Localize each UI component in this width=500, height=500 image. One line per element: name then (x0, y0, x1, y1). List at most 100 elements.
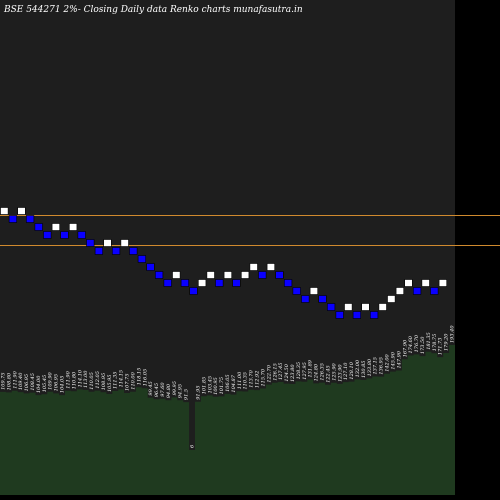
brick-up (387, 295, 396, 303)
volume-label: 123.80 (290, 364, 296, 382)
brick-down (318, 295, 327, 303)
volume-label: 101.85 (201, 377, 207, 395)
brick-down (60, 231, 69, 239)
brick-down (112, 247, 121, 255)
brick-up (241, 271, 250, 279)
brick-down (189, 287, 198, 295)
volume-label: 109.75 (1, 372, 7, 390)
volume-labels: 109.75 108.80 111.90 109.40 106.95 108.45 104.… (1, 325, 456, 448)
brick-up (17, 207, 26, 215)
volume-label: 124.50 (284, 363, 290, 381)
brick-down (275, 271, 284, 279)
volume-label: 112.05 (95, 371, 101, 389)
volume-label: 136.95 (379, 357, 385, 375)
volume-label: 109.90 (48, 371, 54, 389)
volume-label: 94.80 (166, 383, 172, 398)
volume-label: 110.00 (131, 371, 137, 389)
volume-area (0, 345, 455, 495)
volume-label: 110.35 (243, 372, 249, 390)
volume-label: 128.10 (349, 361, 355, 379)
volume-label: 104.00 (36, 375, 42, 393)
volume-label: 108.95 (101, 373, 107, 391)
brick-up (404, 279, 413, 287)
volume-label: 104.87 (231, 374, 237, 392)
volume-label: 104.05 (60, 376, 66, 394)
chart-title: BSE 544271 2%- Closing Daily data Renko … (3, 5, 303, 15)
brick-up (395, 287, 405, 295)
volume-label: 105.45 (42, 375, 48, 393)
brick-up (266, 263, 276, 271)
brick-down (155, 271, 164, 279)
brick-down (25, 215, 35, 223)
volume-label: 111.00 (237, 371, 243, 389)
brick-up (103, 239, 112, 247)
brick-down (94, 247, 103, 255)
brick-down (232, 279, 241, 287)
volume-label: 91.5 (184, 389, 190, 400)
volume-label: 101.75 (219, 377, 225, 395)
volume-label: 100.95 (213, 377, 219, 395)
volume-label: 110.05 (89, 372, 95, 390)
brick-down (137, 255, 147, 263)
volume-label: 178.75 (432, 334, 438, 352)
volume-label: 106.05 (225, 374, 231, 392)
brick-down (301, 295, 310, 303)
volume-label: 127.95 (302, 362, 308, 380)
volume-label: 127.45 (278, 363, 284, 381)
brick-down (146, 263, 155, 271)
brick-down (34, 223, 43, 231)
volume-shape (0, 345, 455, 495)
volume-label: 131.89 (308, 359, 314, 377)
volume-label: 147.90 (396, 350, 402, 368)
volume-label: 126.15 (272, 363, 278, 381)
volume-label: 123.90 (337, 364, 343, 382)
volume-label: 174.60 (408, 335, 414, 353)
brick-up (120, 239, 129, 247)
volume-label: 108.80 (6, 372, 12, 390)
brick-up (51, 223, 60, 231)
volume-label: 179.20 (444, 333, 450, 351)
brick-down (369, 311, 379, 319)
brick-up (0, 207, 9, 215)
volume-label: 112.92 (255, 371, 261, 389)
volume-label: 110.80 (71, 371, 77, 389)
volume-label: 127.10 (343, 362, 349, 380)
brick-up (421, 279, 430, 287)
volume-label: 115.70 (261, 368, 267, 386)
volume-label: 128.35 (296, 362, 302, 380)
brick-up (309, 287, 319, 295)
volume-label: 171.73 (438, 338, 444, 356)
brick-down (283, 279, 293, 287)
volume-label: 132.00 (355, 359, 361, 377)
brick-up (361, 303, 370, 311)
volume-label: 106.95 (24, 374, 30, 392)
brick-up (206, 271, 215, 279)
brick-down (335, 311, 344, 319)
brick-up (69, 223, 78, 231)
brick-down (129, 247, 138, 255)
volume-label: 142.00 (385, 353, 391, 371)
volume-label: 107.75 (125, 374, 131, 392)
brick-down (258, 271, 267, 279)
volume-label: 124.80 (314, 363, 320, 381)
brick-down (180, 279, 190, 287)
volume-label: 103.45 (207, 376, 213, 394)
brick-up (172, 271, 181, 279)
volume-label: 108.45 (30, 373, 36, 391)
volume-label: 105.95 (107, 375, 113, 393)
volume-label: 133.80 (367, 358, 373, 376)
volume-label: 99.95 (172, 381, 178, 395)
volume-label: 167.90 (402, 339, 408, 357)
brick-up (249, 263, 258, 271)
volume-label: 122.45 (326, 365, 332, 383)
volume-label: 96.45 (154, 383, 160, 397)
brick-down (215, 279, 224, 287)
volume-label: 91.95 (196, 385, 202, 399)
brick-down (86, 239, 95, 247)
volume-label: 111.35 (113, 372, 119, 390)
brick-up (223, 271, 233, 279)
volume-label: 99.45 (148, 381, 154, 395)
brick-up (198, 279, 207, 287)
brick-up (438, 279, 448, 287)
